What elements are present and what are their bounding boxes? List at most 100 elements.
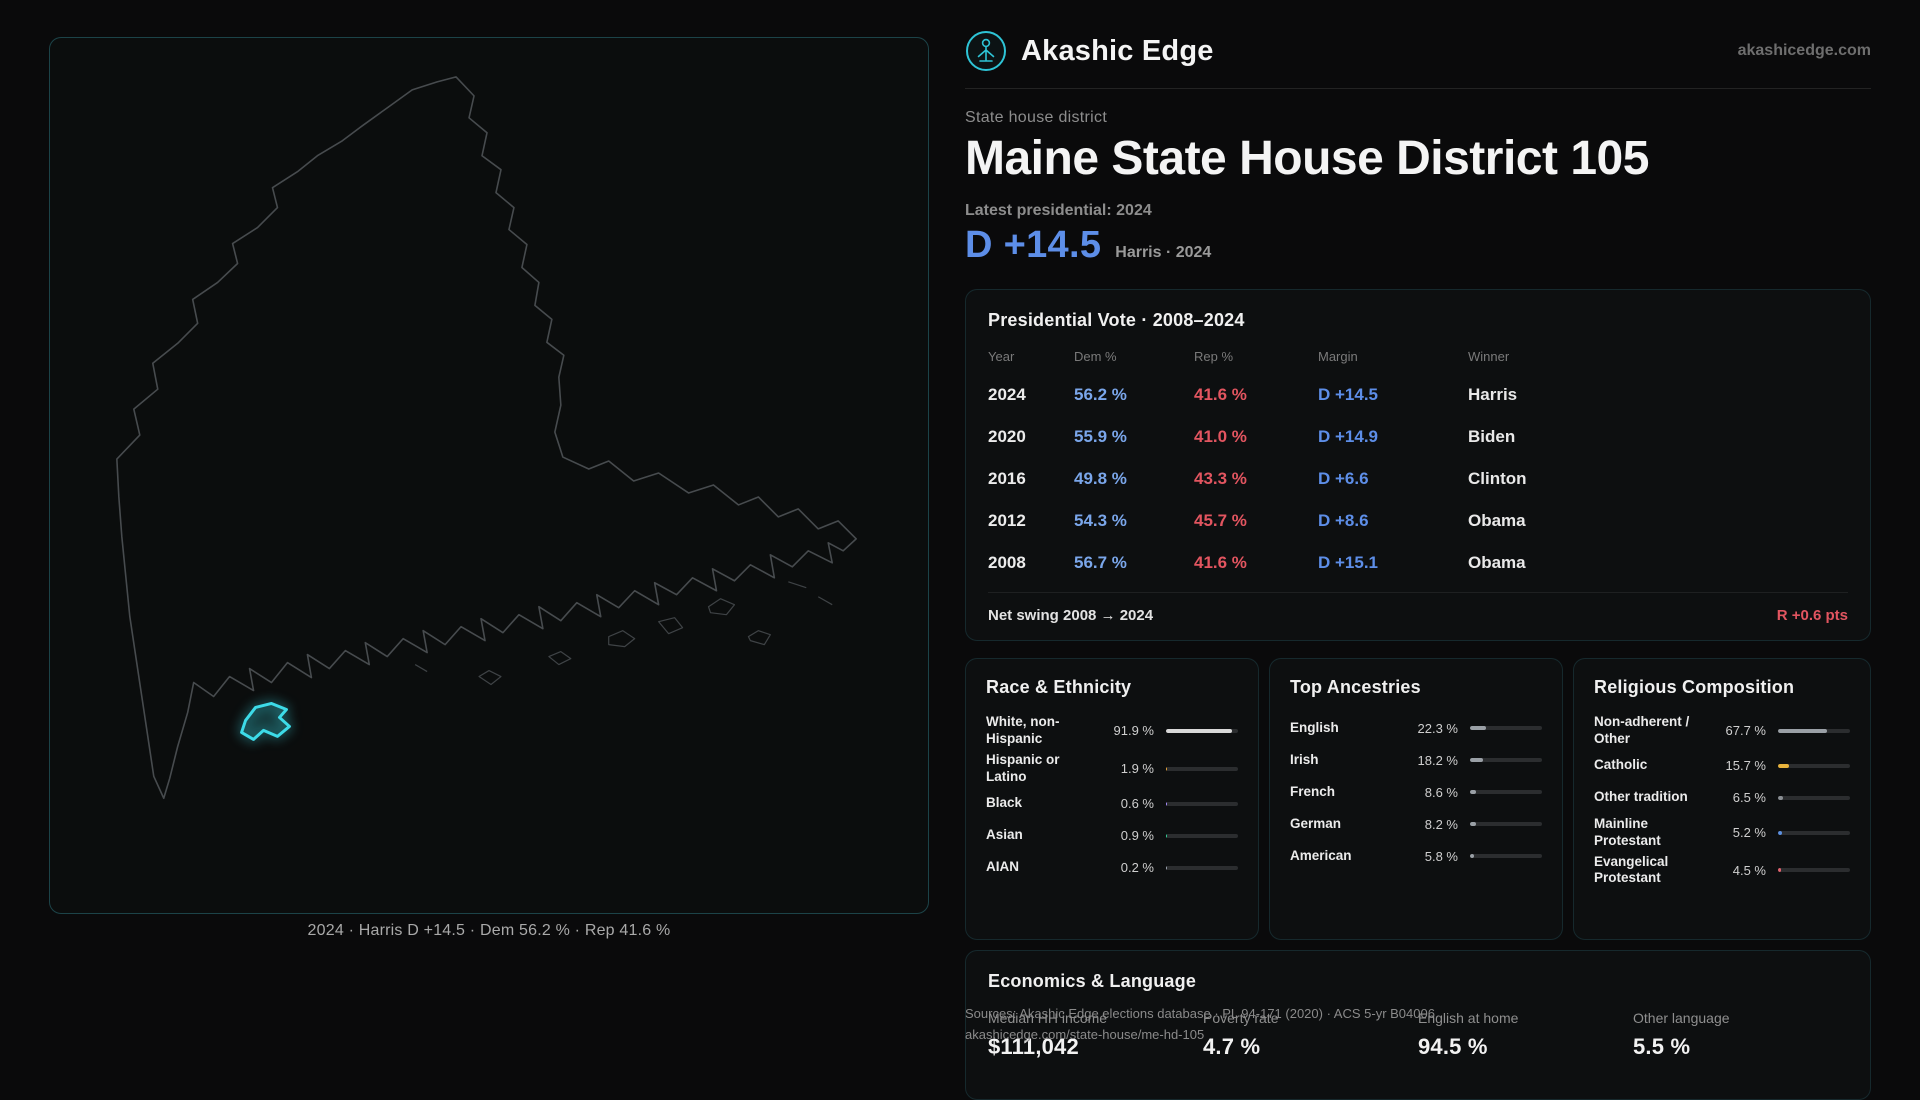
- presidential-vote-card: Presidential Vote · 2008–2024 Year Dem %…: [965, 289, 1871, 641]
- econ-stat-value: 4.7 %: [1203, 1034, 1261, 1059]
- econ-stat-value: 5.5 %: [1633, 1034, 1691, 1059]
- table-row: 2024 56.2 % 41.6 % D +14.5 Harris: [988, 374, 1848, 416]
- stat-bar: [1470, 822, 1542, 826]
- stat-value: 67.7 %: [1725, 723, 1766, 739]
- col-rep: Rep %: [1194, 349, 1234, 364]
- presidential-table: Year Dem % Rep % Margin Winner 2024 56.2…: [988, 345, 1848, 624]
- col-winner: Winner: [1468, 349, 1510, 364]
- econ-stat-label: Poverty rate: [1203, 1010, 1279, 1026]
- col-year: Year: [988, 349, 1015, 364]
- permalink-url[interactable]: akashicedge.com/state-house/me-hd-105: [965, 1027, 1205, 1042]
- stat-label: AIAN: [986, 859, 1019, 875]
- district-105-shape[interactable]: [240, 701, 291, 741]
- stat-row: White, non-Hispanic 91.9 %: [986, 712, 1238, 750]
- stat-value: 8.6 %: [1424, 784, 1458, 800]
- stat-label: Black: [986, 795, 1023, 811]
- stat-row: Other tradition 6.5 %: [1594, 782, 1850, 814]
- stat-bar: [1470, 790, 1542, 794]
- stat-bar: [1778, 728, 1850, 733]
- sources-line: Sources: Akashic Edge elections database…: [965, 1006, 1435, 1021]
- econ-stat: English at home 94.5 %: [1418, 1010, 1633, 1060]
- stat-row: Evangelical Protestant 4.5 %: [1594, 852, 1850, 890]
- stat-label: White, non-Hispanic: [986, 714, 1060, 746]
- stat-row: Non-adherent / Other 67.7 %: [1594, 712, 1850, 750]
- econ-stat: Poverty rate 4.7 %: [1203, 1010, 1418, 1060]
- stat-row: English 22.3 %: [1290, 712, 1542, 744]
- winner-cell: Obama: [1468, 553, 1526, 572]
- economics-stats-row: Median HH income $111,042 Poverty rate 4…: [988, 1010, 1848, 1060]
- top-ancestries-card: Top Ancestries English 22.3 % Irish 18.2…: [1269, 658, 1563, 940]
- dem-cell: 56.7 %: [1074, 553, 1127, 572]
- econ-stat-label: English at home: [1418, 1010, 1519, 1026]
- stat-bar: [1166, 766, 1238, 771]
- econ-stat-label: Other language: [1633, 1010, 1730, 1026]
- dem-cell: 56.2 %: [1074, 385, 1127, 404]
- econ-stat-label: Median HH income: [988, 1010, 1108, 1026]
- net-swing-row: Net swing 2008 → 2024 R +0.6 pts: [988, 592, 1848, 624]
- stat-label: Evangelical Protestant: [1594, 853, 1669, 886]
- stat-bar: [1166, 728, 1238, 733]
- district-map-panel: [49, 37, 929, 914]
- headline-margin-row: D +14.5 Harris · 2024: [965, 224, 1871, 267]
- stat-row: German 8.2 %: [1290, 808, 1542, 840]
- app-header: Akashic Edge akashicedge.com: [965, 30, 1871, 89]
- stat-value: 5.2 %: [1732, 825, 1766, 841]
- stat-row: Catholic 15.7 %: [1594, 750, 1850, 782]
- winner-cell: Biden: [1468, 427, 1516, 446]
- econ-stat: Other language 5.5 %: [1633, 1010, 1848, 1060]
- stat-row: American 5.8 %: [1290, 840, 1542, 872]
- detail-panel: Akashic Edge akashicedge.com State house…: [965, 30, 1871, 1100]
- stat-value: 1.9 %: [1120, 761, 1154, 777]
- site-url[interactable]: akashicedge.com: [1737, 42, 1871, 59]
- dem-cell: 55.9 %: [1074, 427, 1127, 446]
- ancestries-card-title: Top Ancestries: [1290, 677, 1421, 697]
- stat-label: French: [1290, 783, 1336, 799]
- headline-margin: D +14.5: [965, 224, 1102, 266]
- year-cell: 2024: [988, 385, 1026, 404]
- table-row: 2016 49.8 % 43.3 % D +6.6 Clinton: [988, 458, 1848, 500]
- stat-row: Irish 18.2 %: [1290, 744, 1542, 776]
- net-swing-label: Net swing 2008 → 2024: [988, 607, 1154, 624]
- stat-label: English: [1290, 719, 1339, 735]
- stat-value: 0.6 %: [1120, 796, 1154, 811]
- table-row: 2008 56.7 % 41.6 % D +15.1 Obama: [988, 542, 1848, 584]
- coastal-islands: [414, 581, 833, 686]
- stat-bar: [1166, 801, 1238, 806]
- dem-cell: 49.8 %: [1074, 469, 1127, 488]
- race-ethnicity-card: Race & Ethnicity White, non-Hispanic 91.…: [965, 658, 1259, 940]
- map-caption: 2024 · Harris D +14.5 · Dem 56.2 % · Rep…: [307, 922, 671, 939]
- stat-value: 6.5 %: [1732, 790, 1766, 806]
- stat-bar: [1166, 833, 1238, 838]
- stat-value: 4.5 %: [1732, 862, 1766, 878]
- table-header-row: Year Dem % Rep % Margin Winner: [988, 345, 1848, 374]
- stat-bar: [1778, 795, 1850, 800]
- year-cell: 2020: [988, 427, 1026, 446]
- race-card-title: Race & Ethnicity: [986, 677, 1132, 697]
- stat-bar: [1778, 830, 1850, 835]
- stat-value: 0.9 %: [1120, 828, 1154, 843]
- akashic-edge-logo-icon[interactable]: [965, 30, 1007, 72]
- brand-name[interactable]: Akashic Edge: [1021, 34, 1214, 67]
- stat-label: Irish: [1290, 751, 1319, 767]
- rep-cell: 43.3 %: [1194, 469, 1247, 488]
- stat-bar: [1470, 726, 1542, 730]
- stat-bar: [1470, 758, 1542, 762]
- col-margin: Margin: [1318, 349, 1358, 364]
- stat-row: Black 0.6 %: [986, 788, 1238, 820]
- district-type-label: State house district: [965, 109, 1108, 126]
- net-swing-value: R +0.6 pts: [1776, 607, 1848, 624]
- winner-cell: Obama: [1468, 511, 1526, 530]
- religious-composition-card: Religious Composition Non-adherent / Oth…: [1573, 658, 1871, 940]
- stat-label: Other tradition: [1594, 789, 1688, 805]
- stat-row: Asian 0.9 %: [986, 820, 1238, 852]
- stat-label: Asian: [986, 827, 1023, 843]
- religion-card-title: Religious Composition: [1594, 677, 1795, 697]
- stat-value: 0.2 %: [1120, 860, 1154, 875]
- margin-cell: D +15.1: [1318, 553, 1379, 572]
- stat-label: Non-adherent / Other: [1594, 714, 1690, 746]
- table-row: 2020 55.9 % 41.0 % D +14.9 Biden: [988, 416, 1848, 458]
- stat-value: 22.3 %: [1417, 720, 1458, 736]
- margin-cell: D +6.6: [1318, 469, 1369, 488]
- rep-cell: 41.0 %: [1194, 427, 1247, 446]
- stat-value: 18.2 %: [1417, 752, 1458, 768]
